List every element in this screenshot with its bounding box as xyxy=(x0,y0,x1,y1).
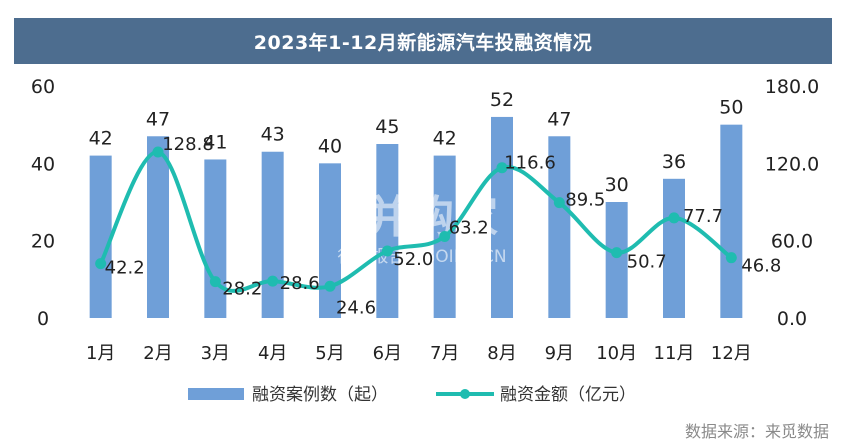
data-source: 数据来源：来觅数据 xyxy=(684,422,829,441)
y-left-tick-label: 20 xyxy=(31,231,55,253)
y-right-tick-label: 60.0 xyxy=(771,231,813,253)
bar-value-label: 42 xyxy=(89,128,113,150)
watermark: 并购家 行业报告 BGOIPO.CN xyxy=(337,192,506,267)
x-tick-label: 6月 xyxy=(373,343,402,364)
legend-label-bar: 融资案例数（起） xyxy=(252,385,388,405)
bar xyxy=(89,155,112,318)
line-point xyxy=(668,212,680,224)
bar-value-label: 41 xyxy=(203,131,227,153)
legend-swatch-line-marker xyxy=(460,389,470,399)
x-tick-label: 10月 xyxy=(596,343,637,364)
y-left-tick-label: 40 xyxy=(31,153,55,175)
line-value-label: 46.8 xyxy=(741,256,781,277)
bar xyxy=(663,178,685,318)
bar-value-label: 45 xyxy=(375,116,399,138)
watermark-brand: 并购家 xyxy=(366,192,498,243)
bar xyxy=(720,124,743,319)
line-value-label: 116.6 xyxy=(504,153,556,174)
x-tick-label: 5月 xyxy=(315,343,344,364)
line-value-label: 28.2 xyxy=(222,279,262,300)
chart-title: 2023年1-12月新能源汽车投融资情况 xyxy=(14,18,832,64)
x-tick-label: 3月 xyxy=(201,343,230,364)
x-tick-label: 12月 xyxy=(711,343,752,364)
bar xyxy=(261,151,284,318)
line-point xyxy=(209,276,221,288)
bar-value-label: 42 xyxy=(433,128,457,150)
y-right-tick-label: 180.0 xyxy=(765,76,819,98)
bar-value-label: 47 xyxy=(146,108,170,130)
line-point xyxy=(439,231,451,243)
line-point xyxy=(152,146,164,158)
line-value-label: 24.6 xyxy=(336,297,376,318)
y-right-tick-label: 120.0 xyxy=(765,153,819,175)
x-tick-label: 8月 xyxy=(487,343,516,364)
line-point xyxy=(553,197,565,209)
bar-value-label: 30 xyxy=(605,174,629,196)
line-point xyxy=(611,247,623,259)
bar xyxy=(147,136,169,318)
line-point xyxy=(95,258,107,270)
bar-value-label: 43 xyxy=(261,124,285,146)
bar-value-label: 36 xyxy=(662,151,686,173)
bar xyxy=(319,163,341,318)
x-tick-label: 9月 xyxy=(545,343,574,364)
bar-value-label: 50 xyxy=(719,97,743,119)
line-value-label: 28.6 xyxy=(280,273,320,294)
legend-label-line: 融资金额（亿元） xyxy=(500,385,636,405)
x-tick-label: 4月 xyxy=(258,343,287,364)
x-tick-label: 7月 xyxy=(430,343,459,364)
line-value-label: 77.7 xyxy=(683,206,723,227)
y-left-tick-label: 60 xyxy=(31,76,55,98)
line-value-label: 89.5 xyxy=(565,190,605,211)
line-value-label: 128.8 xyxy=(162,134,214,155)
line-point xyxy=(725,252,737,264)
line-point xyxy=(496,162,508,174)
bar-value-label: 47 xyxy=(547,108,571,130)
bar-value-label: 52 xyxy=(490,89,514,111)
watermark-sub: 行业报告 BGOIPO.CN xyxy=(337,247,506,267)
x-tick-label: 11月 xyxy=(654,343,695,364)
line-value-label: 50.7 xyxy=(627,252,667,273)
x-tick-label: 1月 xyxy=(86,343,115,364)
x-tick-label: 2月 xyxy=(143,343,172,364)
line-point xyxy=(324,280,336,292)
bar xyxy=(204,159,227,318)
bar-value-label: 40 xyxy=(318,135,342,157)
line-value-label: 42.2 xyxy=(105,258,145,279)
legend-swatch-bar xyxy=(188,388,244,400)
line-point xyxy=(267,275,279,287)
y-right-tick-label: 0.0 xyxy=(777,308,807,330)
line-value-label: 52.0 xyxy=(393,249,433,270)
y-left-tick-label: 0 xyxy=(37,308,49,330)
bar xyxy=(605,202,628,318)
line-value-label: 63.2 xyxy=(449,218,489,239)
bar xyxy=(376,144,399,318)
line-point xyxy=(381,245,393,257)
bar xyxy=(548,136,571,318)
